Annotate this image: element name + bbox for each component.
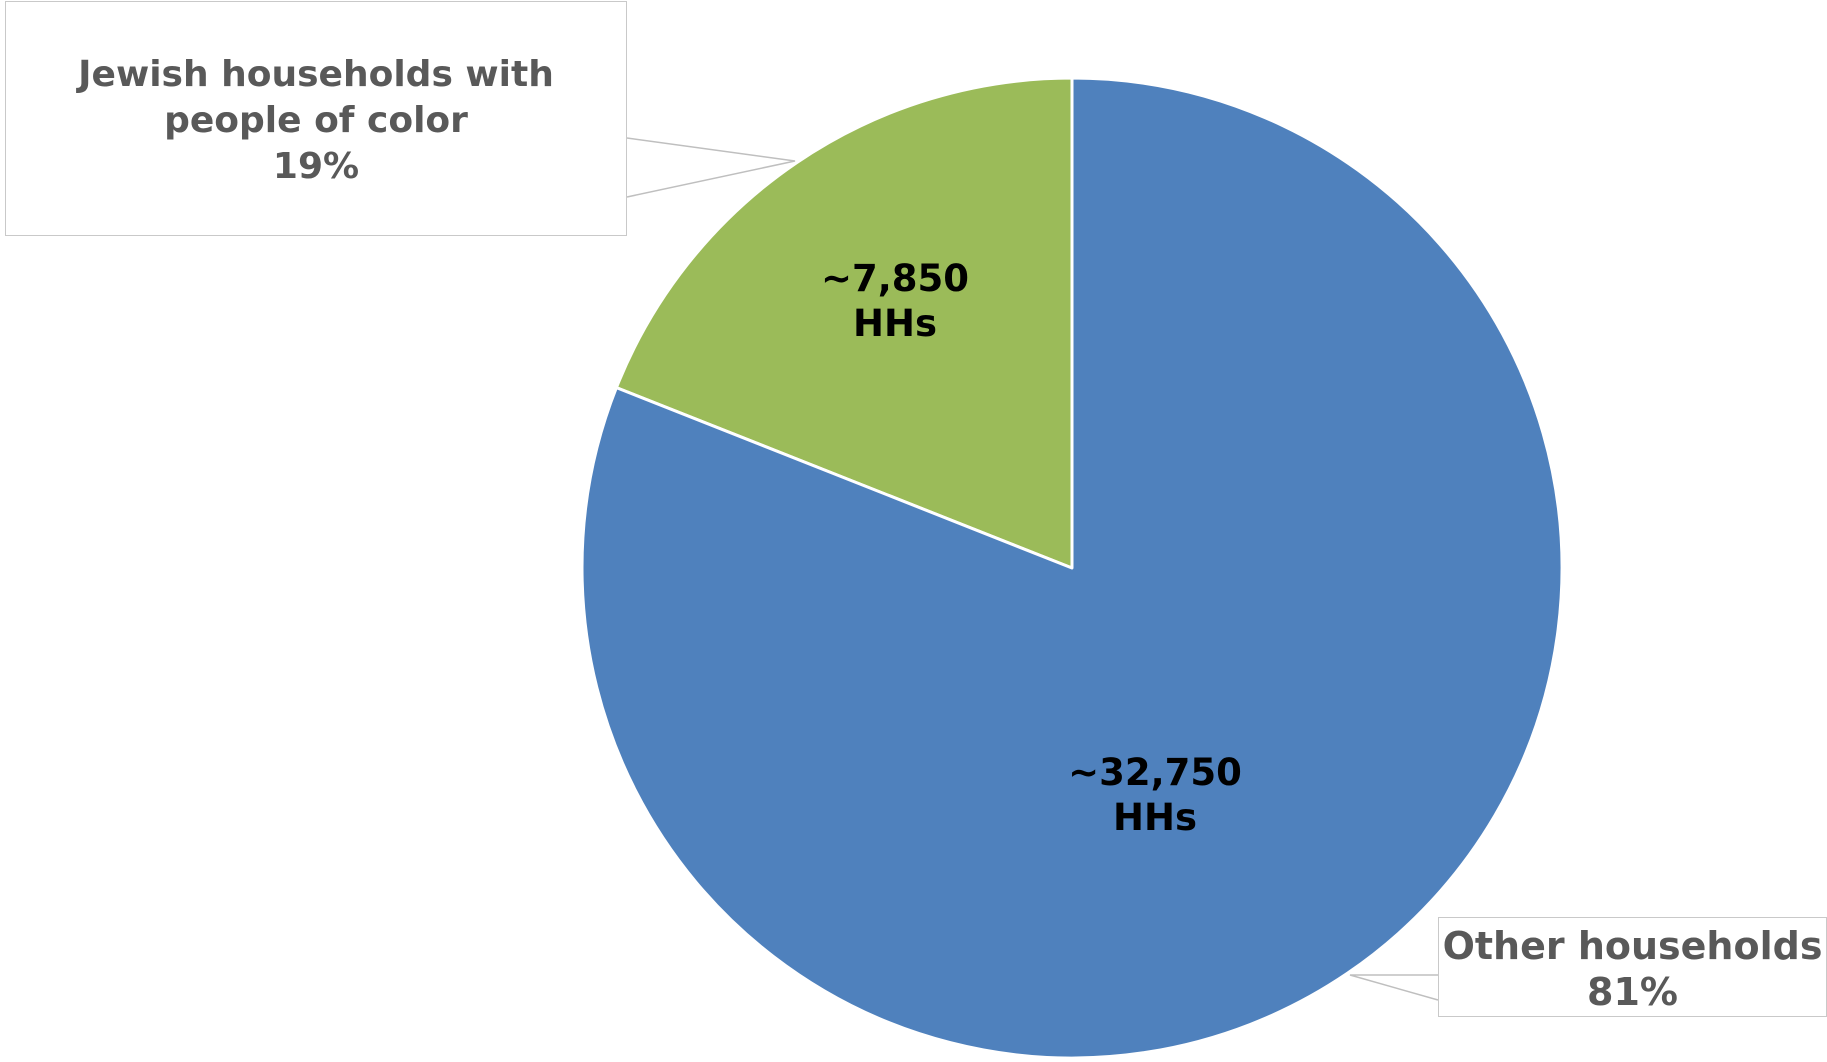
- pie-slice-other-households: [580, 76, 1564, 1060]
- slice-label-jewish: ~7,850 HHs: [745, 256, 1045, 346]
- slice-label-other-unit: HHs: [1113, 796, 1197, 839]
- callout-jewish-line-1: Jewish households with: [78, 54, 554, 95]
- slice-label-jewish-unit: HHs: [853, 302, 937, 345]
- pie-slices: [580, 76, 1564, 1060]
- leader-line-jewish: [626, 137, 796, 198]
- callout-jewish-households: Jewish households with people of color 1…: [5, 1, 627, 236]
- callout-other-households: Other households 81%: [1438, 917, 1827, 1017]
- callout-jewish-percent: 19%: [272, 146, 360, 187]
- callout-other-percent: 81%: [1587, 970, 1678, 1014]
- pie-slice-jewish-households: [614, 76, 1074, 570]
- leader-lines: [626, 137, 1439, 1001]
- callout-other-line-1: Other households: [1442, 924, 1823, 968]
- slice-label-other: ~32,750 HHs: [1005, 750, 1305, 840]
- slice-label-other-count: ~32,750: [1068, 751, 1242, 794]
- leader-line-other: [1349, 974, 1439, 1001]
- callout-jewish-line-2: people of color: [164, 100, 468, 141]
- slice-label-jewish-count: ~7,850: [820, 257, 970, 300]
